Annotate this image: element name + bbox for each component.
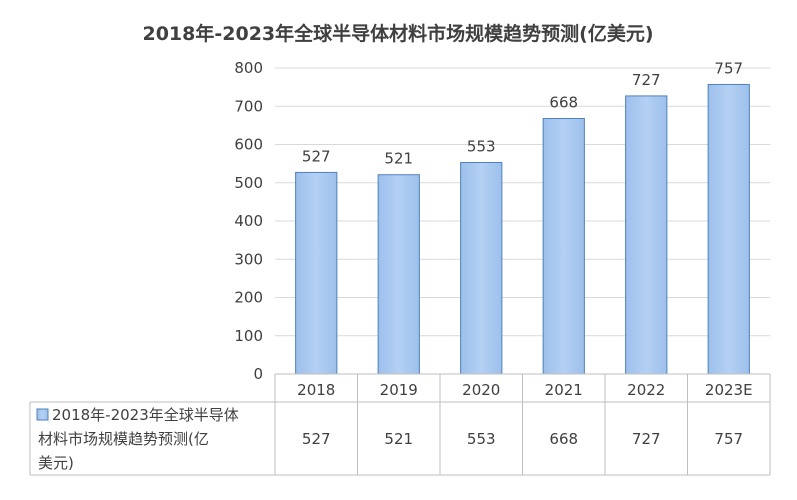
table-value-2023E: 757 bbox=[714, 430, 743, 448]
y-tick-label: 600 bbox=[234, 136, 263, 154]
x-tick-label: 2018 bbox=[297, 381, 335, 399]
x-tick-label: 2023E bbox=[705, 381, 753, 399]
y-tick-label: 800 bbox=[234, 59, 263, 77]
data-label-2020: 553 bbox=[467, 137, 496, 155]
table-value-2020: 553 bbox=[467, 430, 496, 448]
data-label-2019: 521 bbox=[384, 150, 413, 168]
x-tick-label: 2021 bbox=[545, 381, 583, 399]
y-axis: 0 100 200 300 400 500 600 700 800 bbox=[234, 59, 263, 383]
table-value-2022: 727 bbox=[632, 430, 661, 448]
data-label-2021: 668 bbox=[549, 93, 578, 111]
legend-series-name: 2018年-2023年全球半导体 bbox=[52, 406, 239, 424]
y-tick-label: 0 bbox=[253, 365, 263, 383]
bars bbox=[295, 83, 750, 375]
y-tick-label: 100 bbox=[234, 327, 263, 345]
table-value-2021: 668 bbox=[549, 430, 578, 448]
bar-2022 bbox=[625, 95, 668, 375]
bar-2018 bbox=[295, 171, 338, 375]
legend-series-name: 材料市场规模趋势预测(亿 bbox=[38, 430, 209, 448]
y-tick-label: 500 bbox=[234, 174, 263, 192]
bar-2019 bbox=[377, 174, 420, 375]
data-table: 2018 2019 2020 2021 2022 2023E 2018年-2023年全球半导… bbox=[29, 373, 771, 476]
x-tick-label: 2020 bbox=[462, 381, 500, 399]
bar-2023E bbox=[707, 83, 750, 375]
data-label-2023E: 757 bbox=[714, 59, 743, 77]
chart-title: 2018年-2023年全球半导体材料市场规模趋势预测(亿美元) bbox=[142, 22, 653, 45]
y-tick-label: 400 bbox=[234, 212, 263, 230]
data-label-2018: 527 bbox=[302, 147, 331, 165]
legend-series-name: 美元) bbox=[38, 454, 74, 472]
bar-2021 bbox=[542, 117, 585, 375]
table-value-2018: 527 bbox=[302, 430, 331, 448]
table-value-2019: 521 bbox=[384, 430, 413, 448]
data-labels: 527 521 553 668 727 757 bbox=[302, 59, 743, 167]
legend-swatch bbox=[36, 408, 49, 421]
y-tick-label: 300 bbox=[234, 250, 263, 268]
data-label-2022: 727 bbox=[632, 71, 661, 89]
y-tick-label: 700 bbox=[234, 97, 263, 115]
gridlines bbox=[275, 67, 770, 337]
x-tick-label: 2019 bbox=[380, 381, 418, 399]
x-tick-label: 2022 bbox=[627, 381, 665, 399]
y-tick-label: 200 bbox=[234, 289, 263, 307]
bar-2020 bbox=[460, 161, 503, 375]
